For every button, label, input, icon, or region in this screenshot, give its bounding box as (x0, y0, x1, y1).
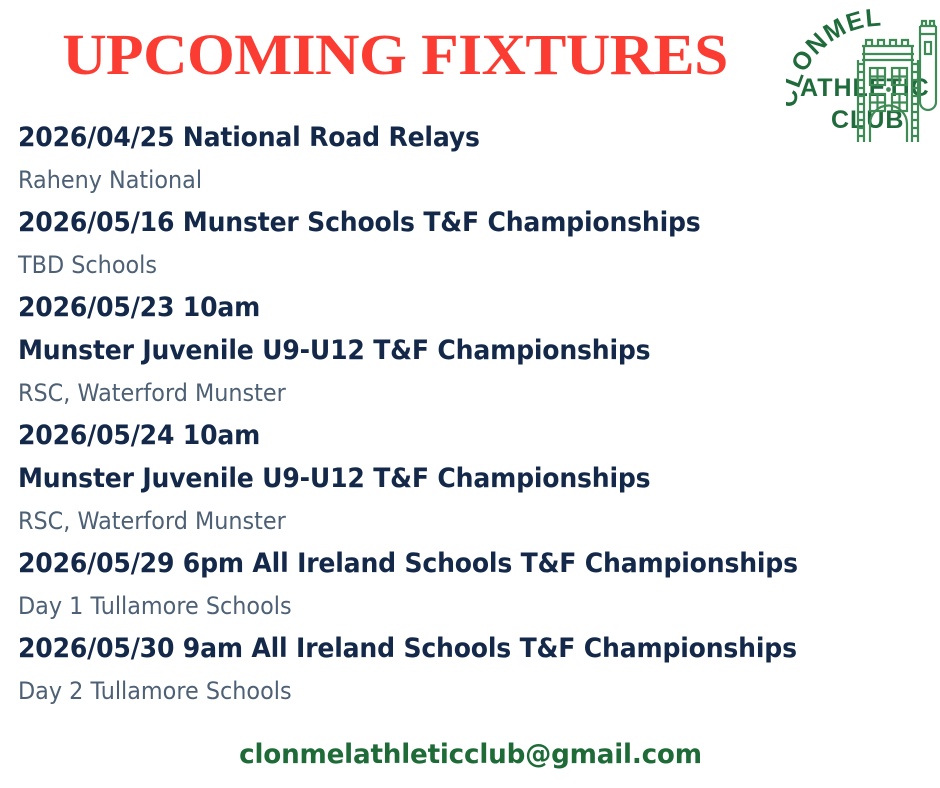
fixture-item: 2026/04/25 National Road Relays Raheny N… (18, 116, 918, 201)
contact-email[interactable]: clonmelathleticclub@gmail.com (238, 739, 702, 770)
fixture-headline: 2026/04/25 National Road Relays (18, 122, 480, 153)
fixture-subline: TBD Schools (18, 251, 157, 279)
fixture-subline: Day 1 Tullamore Schools (18, 592, 292, 620)
fixture-headline: 2026/05/16 Munster Schools T&F Champions… (18, 207, 701, 238)
fixture-subline: Raheny National (18, 166, 203, 194)
contact-footer: clonmelathleticclub@gmail.com (0, 738, 940, 772)
fixture-item: 2026/05/24 10am Munster Juvenile U9-U12 … (18, 414, 918, 542)
fixture-headline: 2026/05/29 6pm All Ireland Schools T&F C… (18, 548, 798, 579)
fixture-headline-continued: Munster Juvenile U9-U12 T&F Championship… (18, 463, 651, 494)
fixture-headline: 2026/05/30 9am All Ireland Schools T&F C… (18, 633, 797, 664)
fixture-subline: Day 2 Tullamore Schools (18, 677, 292, 705)
club-logo-graphic: CLONMEL ATHLETIC CLUB (786, 6, 938, 142)
fixture-item: 2026/05/30 9am All Ireland Schools T&F C… (18, 627, 918, 712)
fixtures-list: 2026/04/25 National Road Relays Raheny N… (18, 116, 918, 712)
castle-tower-icon (856, 19, 938, 142)
fixture-headline: 2026/05/23 10am (18, 292, 261, 323)
fixture-headline-continued: Munster Juvenile U9-U12 T&F Championship… (18, 335, 651, 366)
poster-header: UPCOMING FIXTURES CLONMEL ATHLETIC CLUB (0, 0, 940, 142)
fixture-item: 2026/05/29 6pm All Ireland Schools T&F C… (18, 542, 918, 627)
fixture-subline: RSC, Waterford Munster (18, 379, 286, 407)
page-title: UPCOMING FIXTURES (62, 22, 728, 87)
fixture-headline: 2026/05/24 10am (18, 420, 261, 451)
fixture-item: 2026/05/16 Munster Schools T&F Champions… (18, 201, 918, 286)
fixture-item: 2026/05/23 10am Munster Juvenile U9-U12 … (18, 286, 918, 414)
fixture-subline: RSC, Waterford Munster (18, 507, 286, 535)
club-logo: CLONMEL ATHLETIC CLUB (786, 6, 938, 148)
